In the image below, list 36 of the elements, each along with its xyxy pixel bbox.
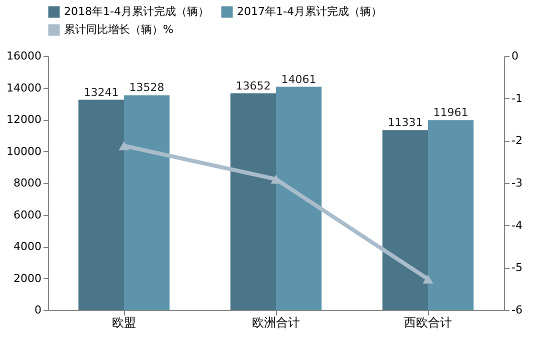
data-label: 11331 [388, 116, 423, 130]
y-tick-label: 2000 [14, 272, 42, 285]
y2-tick-label: -4 [512, 218, 522, 232]
y2-tick-label: -2 [512, 134, 522, 148]
x-tick-label: 欧盟 [112, 316, 136, 330]
y-tick-label: 14000 [6, 81, 42, 94]
bar [124, 95, 170, 310]
data-label: 14061 [281, 72, 316, 86]
y-tick-label: 10000 [6, 144, 42, 158]
data-label: 13241 [84, 86, 119, 99]
data-label: 11961 [433, 106, 468, 120]
y-tick-label: 6000 [14, 208, 42, 222]
bar [382, 130, 428, 310]
point [422, 274, 434, 284]
y2-tick-label: 0 [512, 50, 518, 62]
y2-tick-label: -6 [512, 304, 522, 316]
legend-label: 2017年1-4月累计完成（辆） [237, 5, 382, 18]
legend-label: 2018年1-4月累计完成（辆） [64, 5, 209, 18]
y-tick-label: 4000 [14, 240, 42, 253]
bar [276, 86, 322, 310]
data-label: 13528 [129, 81, 164, 94]
y-tick-label: 12000 [6, 113, 42, 126]
data-label: 13652 [236, 79, 271, 92]
y-tick-label: 16000 [6, 50, 42, 62]
bar [428, 120, 474, 310]
point [118, 141, 130, 150]
y-tick-label: 0 [34, 304, 42, 316]
y2-tick-label: -5 [512, 261, 522, 274]
legend-label: 累计同比增长（辆）% [64, 23, 174, 36]
y2-tick-label: -3 [512, 176, 522, 190]
y2-tick-label: -1 [512, 92, 522, 105]
x-tick-label: 欧洲合计 [252, 316, 300, 330]
x-tick-label: 西欧合计 [404, 316, 452, 330]
y-tick-label: 8000 [14, 176, 42, 190]
bar [230, 93, 276, 310]
bar [78, 100, 124, 310]
